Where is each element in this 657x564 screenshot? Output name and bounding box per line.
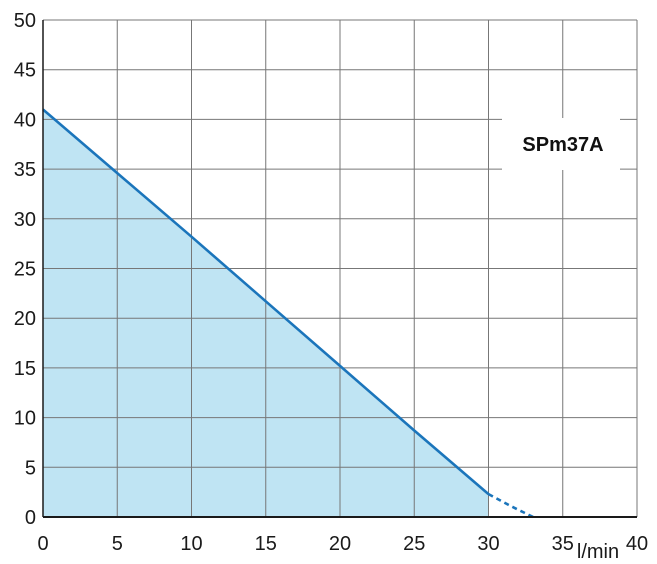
x-tick-label: 35 [552, 533, 574, 555]
x-tick-label: 25 [403, 533, 425, 555]
x-tick-label: 0 [37, 533, 48, 555]
y-tick-label: 15 [14, 358, 36, 380]
y-tick-label: 20 [14, 308, 36, 330]
y-tick-label: 50 [14, 10, 36, 32]
series-line-dashed [487, 492, 534, 519]
x-tick-label: 10 [180, 533, 202, 555]
tick-label-layer: 0 5 10 15 20 25 30 35 40 45 50 0 5 10 15 20 25 30 35 40 [14, 10, 648, 555]
axis-layer [42, 20, 637, 518]
y-tick-label: 10 [14, 408, 36, 430]
model-badge-text: SPm37A [522, 134, 603, 156]
y-tick-label: 45 [14, 60, 36, 82]
y-tick-label: 40 [14, 109, 36, 131]
y-tick-label: 35 [14, 159, 36, 181]
x-tick-label: 30 [477, 533, 499, 555]
series-line-layer [42, 108, 534, 519]
x-tick-label: 20 [329, 533, 351, 555]
series-line-solid [42, 108, 490, 496]
y-tick-label: 5 [25, 457, 36, 479]
y-tick-label: 0 [25, 507, 36, 529]
x-tick-label: 15 [255, 533, 277, 555]
model-badge: SPm37A [502, 118, 620, 170]
y-tick-label: 30 [14, 209, 36, 231]
x-axis-unit-label: l/min [577, 541, 619, 563]
model-badge-background [502, 118, 620, 170]
x-tick-label: 40 [626, 533, 648, 555]
x-tick-label: 5 [112, 533, 123, 555]
y-tick-label: 25 [14, 259, 36, 281]
